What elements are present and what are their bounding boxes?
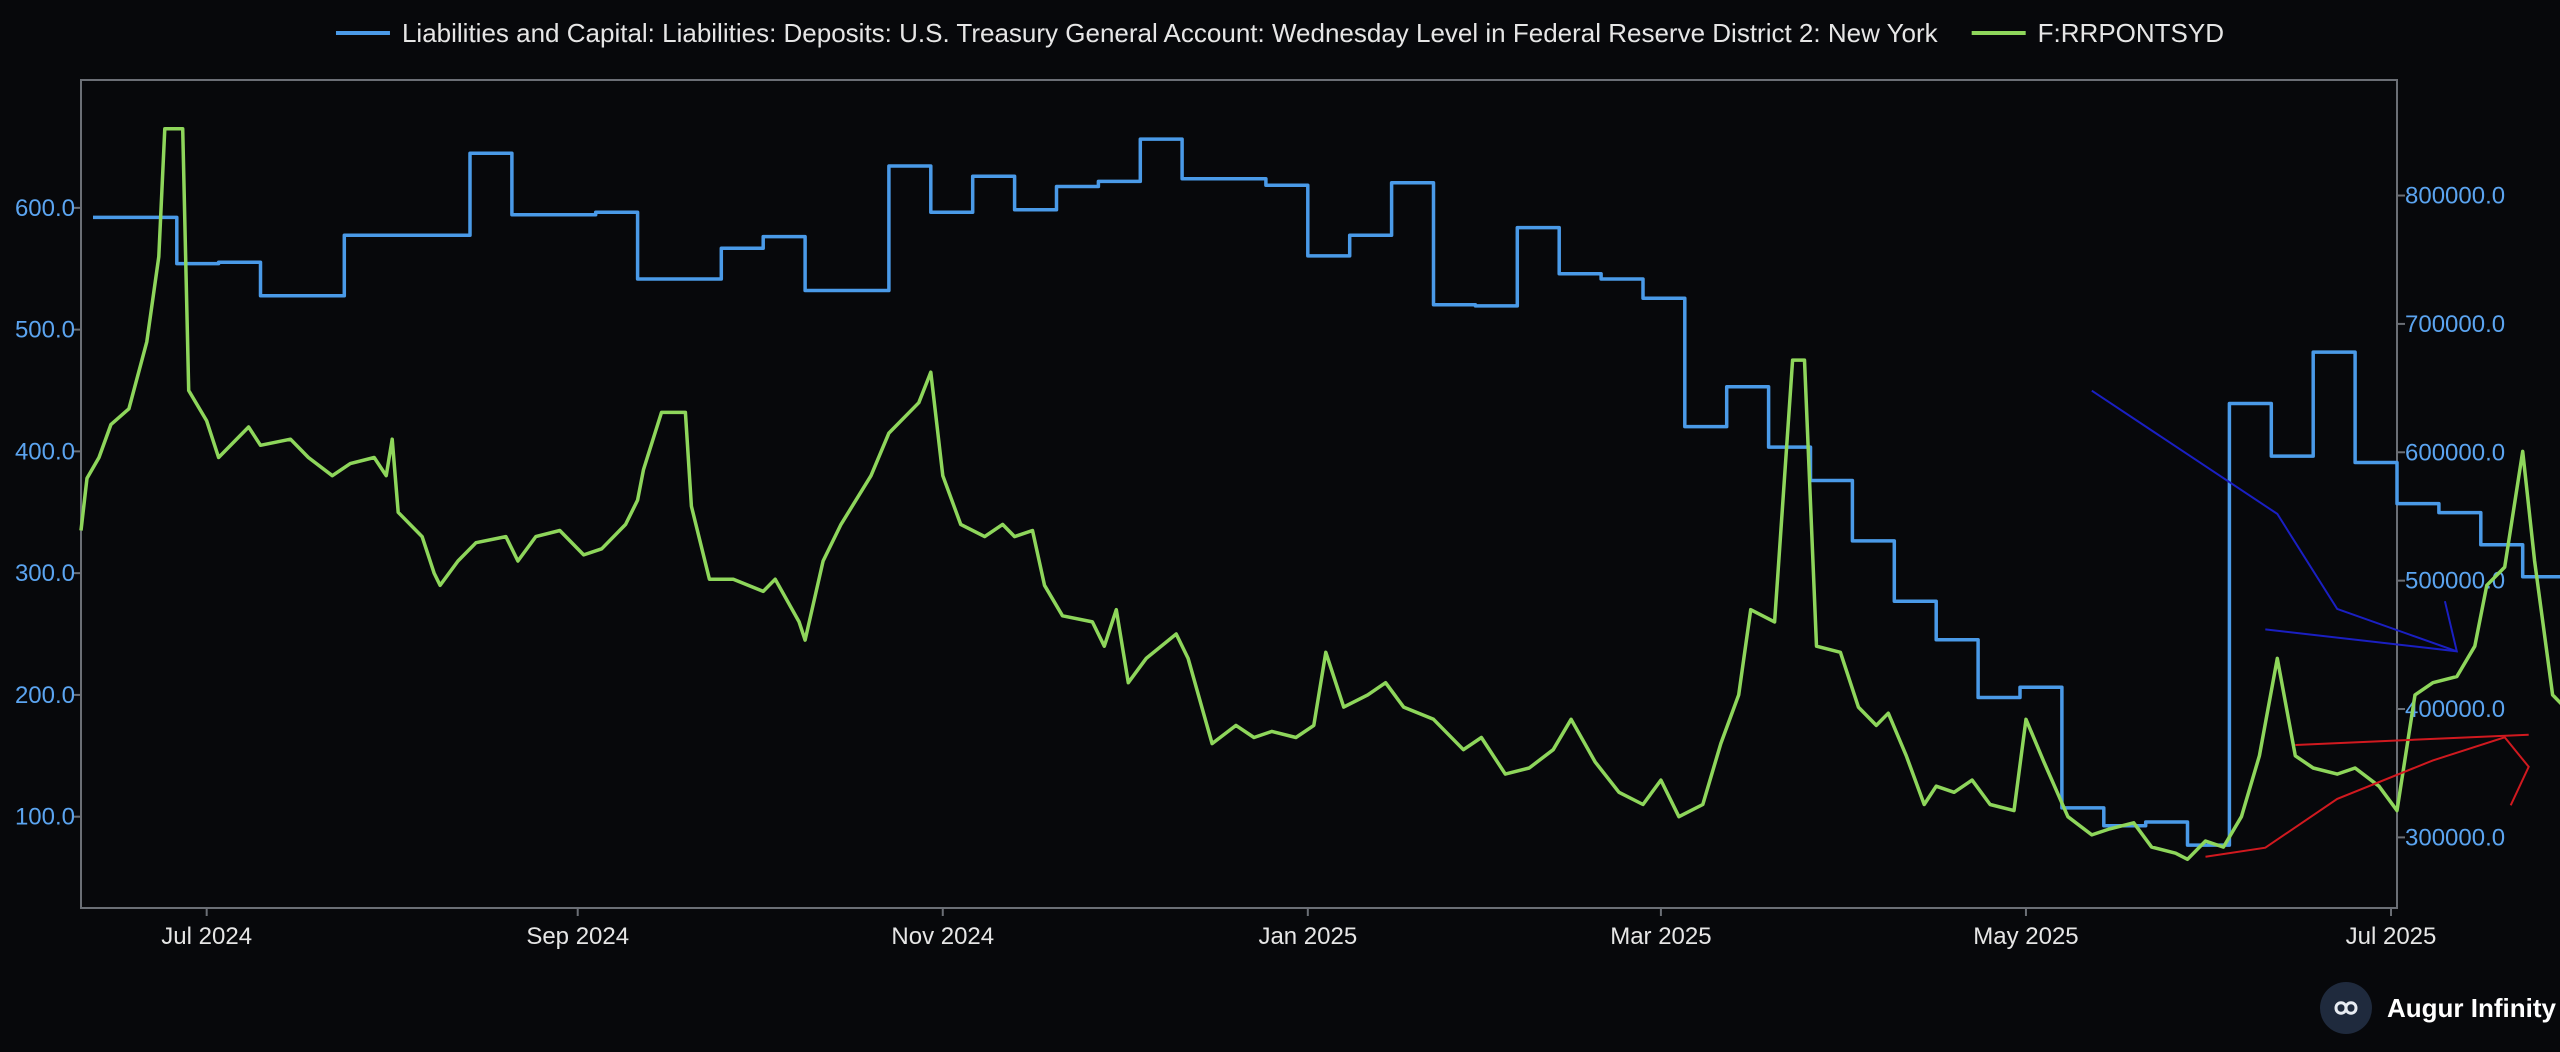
legend-label-rrpontsyd: F:RRPONTSYD — [2038, 18, 2224, 48]
right-tick-label: 300000.0 — [2405, 824, 2505, 851]
left-tick-label: 500.0 — [15, 317, 75, 344]
x-tick-label: Sep 2024 — [526, 923, 629, 950]
x-tick-label: Jul 2024 — [161, 923, 252, 950]
drawn-trendline — [2295, 733, 2529, 746]
legend-label-tga-deposits: Liabilities and Capital: Liabilities: De… — [402, 18, 1939, 48]
right-tick-label: 500000.0 — [2405, 568, 2505, 595]
left-tick-label: 200.0 — [15, 682, 75, 709]
x-tick-label: Nov 2024 — [891, 923, 994, 950]
series-layer — [79, 126, 2560, 862]
plot-frame — [80, 79, 2398, 909]
x-tick-label: Jul 2025 — [2346, 923, 2437, 950]
right-tick-label: 600000.0 — [2405, 439, 2505, 466]
annotation-layer — [2091, 389, 2530, 858]
series-line-rrpontsyd — [79, 126, 2560, 862]
chart-legend: Liabilities and Capital: Liabilities: De… — [335, 18, 2224, 48]
drawn-trendline — [2265, 600, 2459, 653]
x-axis: Jul 2024 Sep 2024 Nov 2024 Jan 2025 Mar 2025… — [161, 908, 2436, 950]
right-y-axis: 300000.0 400000.0 500000.0 600000.0 700000.0… — [2397, 183, 2505, 851]
drawn-trendline — [2205, 736, 2530, 858]
right-tick-label: 800000.0 — [2405, 183, 2505, 210]
x-tick-label: May 2025 — [1973, 923, 2078, 950]
right-tick-label: 700000.0 — [2405, 311, 2505, 338]
brand-logo: Augur Infinity — [2320, 982, 2557, 1034]
left-tick-label: 600.0 — [15, 195, 75, 222]
x-tick-label: Jan 2025 — [1258, 923, 1357, 950]
left-tick-label: 300.0 — [15, 560, 75, 587]
brand-name: Augur Infinity — [2387, 993, 2557, 1023]
left-tick-label: 100.0 — [15, 804, 75, 831]
right-tick-label: 400000.0 — [2405, 696, 2505, 723]
left-y-axis: 100.0 200.0 300.0 400.0 500.0 600.0 — [15, 195, 81, 831]
series-line-tga-deposits — [93, 137, 2560, 847]
infinity-logo-icon — [2320, 982, 2372, 1034]
x-tick-label: Mar 2025 — [1610, 923, 1711, 950]
drawn-trendline — [2091, 389, 2458, 653]
left-tick-label: 400.0 — [15, 438, 75, 465]
